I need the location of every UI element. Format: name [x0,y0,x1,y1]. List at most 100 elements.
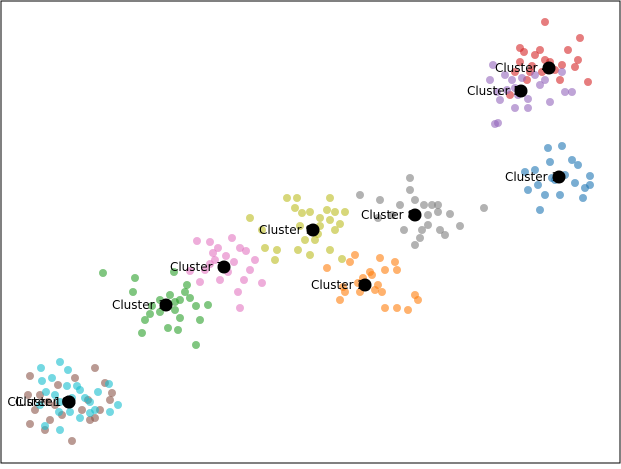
data-point [391,258,399,266]
centroid-marker [514,84,528,98]
data-point [516,58,524,66]
data-point [55,408,63,416]
centroid-label: Cluster 7 [170,260,224,274]
data-point [99,269,107,277]
centroid-layer: Cluster 1 Cluster 2 Cluster 3 Cluster 4 Clus… [7,61,566,409]
data-point [424,221,432,229]
data-point [508,76,516,84]
data-point [148,302,156,310]
data-point [520,48,528,56]
data-point [456,222,464,230]
data-point [204,301,212,309]
data-point [301,236,309,244]
data-point [106,396,114,404]
data-point [406,186,414,194]
data-point [586,181,594,189]
data-point [56,426,64,434]
data-point [258,279,266,287]
series-3 [99,268,212,349]
centroid-marker [217,260,231,274]
data-point [416,234,424,242]
data-point [524,95,532,103]
data-point [531,166,539,174]
data-point [346,258,354,266]
data-point [26,420,34,428]
data-point [381,304,389,312]
centroid-marker [159,298,173,312]
data-point [571,179,579,187]
data-point [524,104,532,112]
data-point [261,244,269,252]
data-point [511,68,519,76]
data-point [411,291,419,299]
data-point [114,401,122,409]
data-point [574,161,582,169]
data-point [38,377,46,385]
data-point [541,76,549,84]
centroid-marker [306,223,320,237]
data-point [586,172,594,180]
data-point [493,88,501,96]
data-point [480,204,488,212]
data-point [374,214,382,222]
data-point [400,226,408,234]
data-point [71,374,79,382]
data-point [376,254,384,262]
centroid-label: Cluster 5 [467,84,521,98]
data-point [558,142,566,150]
data-point [258,226,266,234]
data-point [105,380,113,388]
data-point [24,391,32,399]
data-point [271,256,279,264]
data-point [531,71,539,79]
data-point [576,34,584,42]
data-point [556,191,564,199]
data-point [411,196,419,204]
data-point [240,276,248,284]
data-point [524,186,532,194]
data-point [518,74,526,82]
data-point [411,241,419,249]
data-point [64,366,72,374]
data-point [192,302,200,310]
data-point [44,398,52,406]
data-point [546,158,554,166]
data-point [91,364,99,372]
data-point [48,374,56,382]
data-point [206,260,214,268]
data-point [246,266,254,274]
data-point [298,209,306,217]
centroid-9: Cluster 9 [259,223,320,237]
data-point [420,201,428,209]
data-point [323,206,331,214]
data-point [536,81,544,89]
centroid-3: Cluster 3 [112,298,173,312]
centroid-4: Cluster 4 [495,61,556,75]
data-point [108,389,116,397]
data-point [236,244,244,252]
centroid-marker [358,278,372,292]
centroid-8: Cluster 8 [361,208,422,222]
data-point [404,306,412,314]
data-point [230,258,238,266]
data-point [374,281,382,289]
centroid-10: Cluster 10 [7,395,76,409]
data-point [251,256,259,264]
data-point [356,191,364,199]
centroid-2: Cluster 2 [311,278,372,292]
data-point [78,406,86,414]
data-point [568,88,576,96]
data-point [521,168,529,176]
data-point [331,226,339,234]
data-point [339,283,347,291]
data-point [558,68,566,76]
data-point [129,288,137,296]
data-point [186,294,194,302]
data-point [54,381,62,389]
data-point [216,276,224,284]
centroid-label: Cluster 8 [361,208,415,222]
data-point [283,194,291,202]
data-point [76,386,84,394]
data-point [242,247,250,255]
centroid-label: Cluster 2 [311,278,365,292]
